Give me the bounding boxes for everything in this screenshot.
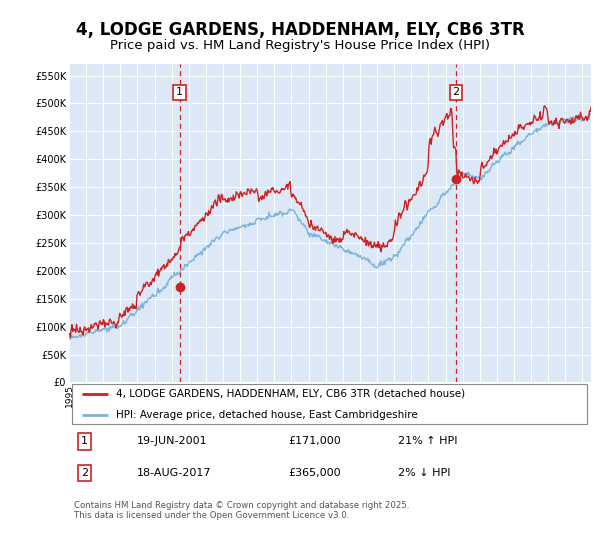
Text: 4, LODGE GARDENS, HADDENHAM, ELY, CB6 3TR (detached house): 4, LODGE GARDENS, HADDENHAM, ELY, CB6 3T… xyxy=(116,389,465,399)
Text: 21% ↑ HPI: 21% ↑ HPI xyxy=(398,436,457,446)
Text: 19-JUN-2001: 19-JUN-2001 xyxy=(137,436,208,446)
Text: 4, LODGE GARDENS, HADDENHAM, ELY, CB6 3TR: 4, LODGE GARDENS, HADDENHAM, ELY, CB6 3T… xyxy=(76,21,524,39)
Text: 2: 2 xyxy=(452,87,460,97)
Text: £365,000: £365,000 xyxy=(288,468,341,478)
Text: Price paid vs. HM Land Registry's House Price Index (HPI): Price paid vs. HM Land Registry's House … xyxy=(110,39,490,52)
Text: 18-AUG-2017: 18-AUG-2017 xyxy=(137,468,211,478)
FancyBboxPatch shape xyxy=(71,384,587,424)
Text: HPI: Average price, detached house, East Cambridgeshire: HPI: Average price, detached house, East… xyxy=(116,410,418,419)
Text: 2: 2 xyxy=(81,468,88,478)
Text: 1: 1 xyxy=(176,87,183,97)
Text: 2% ↓ HPI: 2% ↓ HPI xyxy=(398,468,451,478)
Text: 1: 1 xyxy=(81,436,88,446)
Text: £171,000: £171,000 xyxy=(288,436,341,446)
Text: Contains HM Land Registry data © Crown copyright and database right 2025.
This d: Contains HM Land Registry data © Crown c… xyxy=(74,501,410,520)
